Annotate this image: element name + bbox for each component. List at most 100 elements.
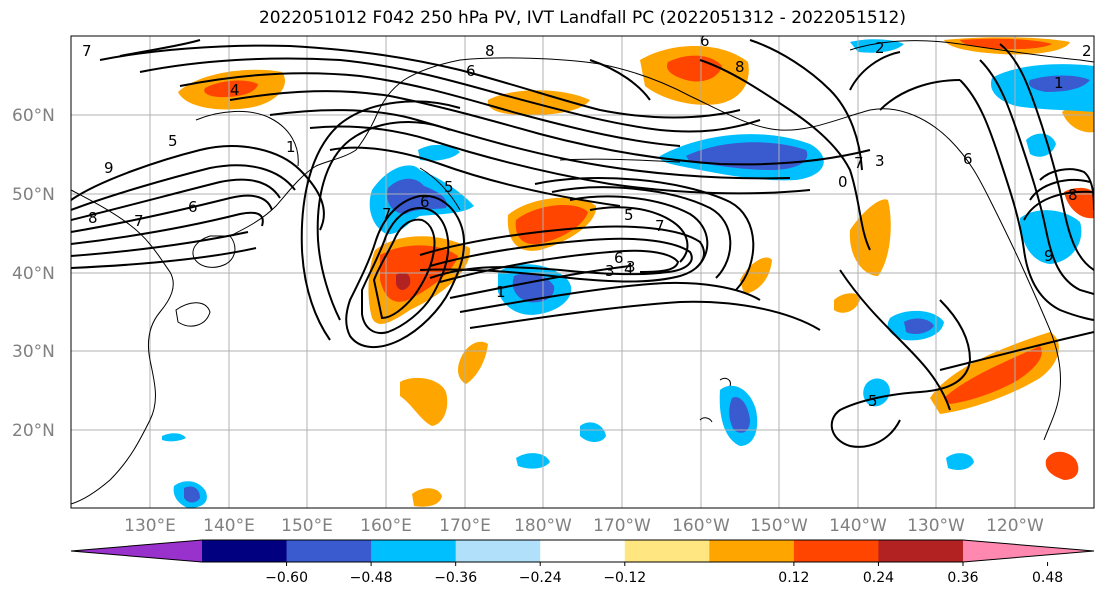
negative-anomaly-12 xyxy=(580,422,606,442)
colorbar-box xyxy=(793,540,879,562)
negative-anomaly-6-core xyxy=(904,318,934,334)
lon-label: 140°E xyxy=(203,516,255,536)
colorbar-extension-high xyxy=(963,540,1094,562)
negative-anomaly-8-core xyxy=(1028,75,1090,92)
lon-label: 150°E xyxy=(281,516,333,536)
contour-label: 2 xyxy=(1082,42,1092,60)
contour-label: 6 xyxy=(466,62,476,80)
negative-anomaly-15-core xyxy=(184,486,200,503)
contour-label: 7 xyxy=(854,154,864,172)
latitude-labels: 60°N 50°N 40°N 30°N 20°N xyxy=(12,106,55,441)
positive-anomaly-11 xyxy=(400,377,448,426)
colorbar-box xyxy=(624,540,710,562)
ivt-contours xyxy=(71,39,1094,448)
colorbar-box xyxy=(286,540,372,562)
lat-label: 50°N xyxy=(12,185,55,205)
contour-label: 5 xyxy=(444,178,454,196)
negative-anomaly-5-core xyxy=(729,397,750,433)
positive-anomaly-9-core xyxy=(944,346,1042,404)
colorbar-tick-label: 0.36 xyxy=(947,570,978,586)
colorbar-tick-label: −0.24 xyxy=(519,570,562,586)
negative-anomaly-14 xyxy=(946,453,974,470)
colorbar-tick-label: −0.60 xyxy=(265,570,308,586)
contour-label: 2 xyxy=(875,39,885,57)
colorbar-box xyxy=(202,540,288,562)
positive-anomaly-7 xyxy=(740,257,772,294)
colorbar-box xyxy=(455,540,541,562)
contour-label: 1 xyxy=(286,138,296,156)
colorbar-tick-label: −0.12 xyxy=(603,570,646,586)
contour-label: 3 xyxy=(626,258,636,276)
contour-label: 5 xyxy=(868,392,878,410)
contour-label: 5 xyxy=(168,132,178,150)
gridlines xyxy=(71,36,1094,508)
positive-anomaly-4-deep xyxy=(396,272,411,290)
lat-label: 20°N xyxy=(12,421,55,441)
contour-label: 9 xyxy=(104,159,114,177)
contour-label: 6 xyxy=(963,150,973,168)
lon-label: 120°W xyxy=(986,516,1044,536)
lon-label: 130°W xyxy=(907,516,965,536)
lat-label: 40°N xyxy=(12,264,55,284)
contour-label: 0 xyxy=(838,173,848,191)
lon-label: 160°E xyxy=(360,516,412,536)
contour-label: 8 xyxy=(735,58,745,76)
chart-title: 2022051012 F042 250 hPa PV, IVT Landfall… xyxy=(258,8,906,28)
plot-frame xyxy=(70,35,1095,509)
contour-label: 4 xyxy=(230,81,240,99)
contour-label: 6 xyxy=(188,198,198,216)
positive-anomaly-15 xyxy=(1062,106,1094,133)
negative-anomaly-11 xyxy=(850,39,904,53)
colorbar: −0.60 −0.48 −0.36 −0.24 −0.12 0.12 0.24 0.36 0.4… xyxy=(70,539,1095,586)
colorbar-tick-label: −0.36 xyxy=(434,570,477,586)
colorbar-tick-label: 0.48 xyxy=(1032,570,1063,586)
colorbar-box xyxy=(540,540,626,562)
contour-label: 7 xyxy=(82,42,92,60)
lat-label: 60°N xyxy=(12,106,55,126)
contour-label: 8 xyxy=(88,209,98,227)
lon-label: 160°W xyxy=(672,516,730,536)
lon-label: 180°W xyxy=(514,516,572,536)
colorbar-box xyxy=(878,540,964,562)
positive-anomaly-5-core xyxy=(515,205,588,245)
contour-label: 8 xyxy=(485,42,495,60)
positive-anomaly-8 xyxy=(834,293,860,313)
lon-label: 150°W xyxy=(750,516,808,536)
lat-label: 30°N xyxy=(12,342,55,362)
colorbar-box xyxy=(371,540,457,562)
colorbar-tick-label: −0.48 xyxy=(350,570,393,586)
contour-label: 7 xyxy=(655,217,665,235)
positive-anomaly-12 xyxy=(1045,451,1079,480)
contour-label: 3 xyxy=(875,152,885,170)
colorbar-extension-low xyxy=(71,540,202,562)
contour-label: 5 xyxy=(624,206,634,224)
positive-anomaly-2 xyxy=(487,90,590,116)
contour-label: 4 xyxy=(624,260,634,278)
contour-label: 1 xyxy=(496,283,506,301)
lon-label: 170°W xyxy=(593,516,651,536)
contour-label: 6 xyxy=(700,32,710,50)
positive-anomaly-1-core xyxy=(204,80,258,98)
negative-anomaly-16 xyxy=(162,433,186,442)
positive-anomaly-13 xyxy=(412,488,442,507)
positive-anomaly-16 xyxy=(1064,187,1094,219)
negative-anomaly-9 xyxy=(1026,133,1056,157)
lon-label: 140°W xyxy=(829,516,887,536)
contour-label: 6 xyxy=(614,249,624,267)
contour-label: 7 xyxy=(134,212,144,230)
colorbar-box xyxy=(709,540,795,562)
longitude-labels: 130°E 140°E 150°E 160°E 170°E 180°W 170°… xyxy=(124,516,1044,536)
positive-anomaly-14-core xyxy=(960,38,1052,50)
lon-label: 130°E xyxy=(124,516,176,536)
negative-anomaly-13 xyxy=(516,453,550,469)
colorbar-tick-label: 0.12 xyxy=(778,570,809,586)
colorbar-tick-label: 0.24 xyxy=(863,570,894,586)
contour-label: 9 xyxy=(1044,247,1054,265)
colorbar-outline xyxy=(70,539,1095,563)
contour-label: 7 xyxy=(382,205,392,223)
lon-label: 170°E xyxy=(439,516,491,536)
contour-labels: 7 8 6 4 5 9 1 8 7 6 5 6 3 7 5 7 6 3 4 1 … xyxy=(82,32,1092,410)
contour-label: 6 xyxy=(420,193,430,211)
contour-label: 3 xyxy=(605,262,615,280)
